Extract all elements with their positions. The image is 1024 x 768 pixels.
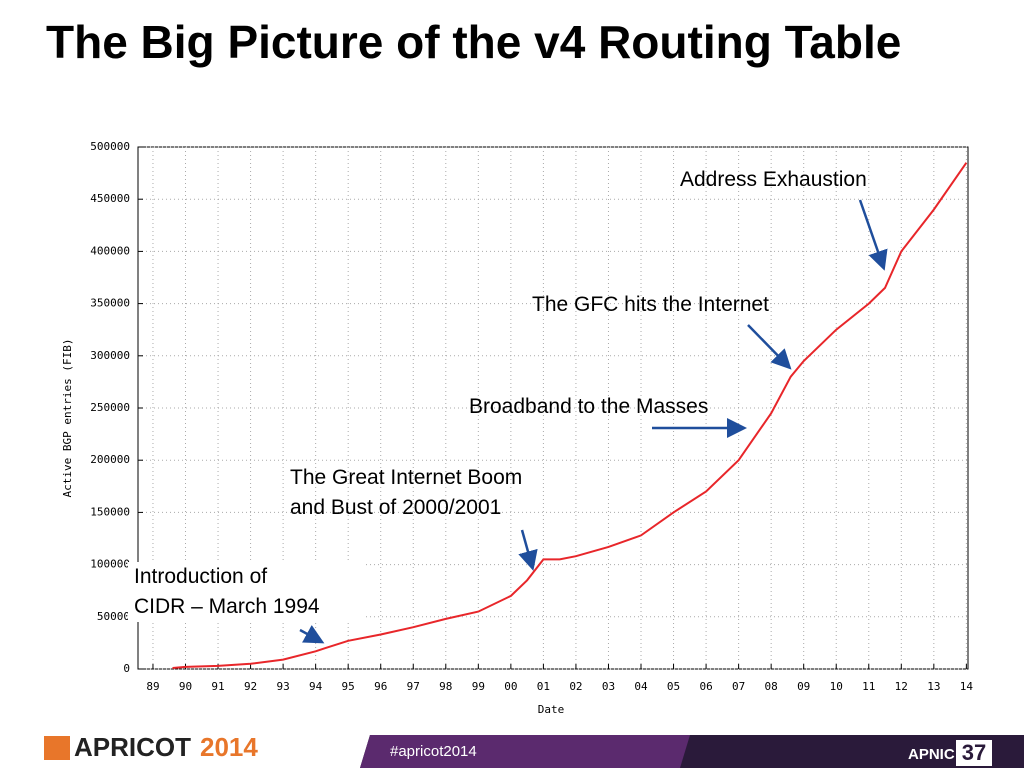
- y-tick-label: 300000: [90, 349, 130, 362]
- slide-title: The Big Picture of the v4 Routing Table: [46, 16, 902, 68]
- annotation: The GFC hits the Internet: [532, 293, 769, 316]
- x-axis-label: Date: [538, 703, 565, 716]
- x-tick-label: 02: [569, 680, 582, 693]
- logo-year: 2014: [200, 732, 258, 762]
- hashtag: #apricot2014: [390, 743, 477, 760]
- y-tick-label: 50000: [97, 610, 130, 623]
- x-tick-label: 01: [537, 680, 550, 693]
- x-tick-label: 03: [602, 680, 615, 693]
- y-tick-label: 0: [123, 662, 130, 675]
- x-tick-label: 91: [211, 680, 224, 693]
- x-tick-label: 98: [439, 680, 452, 693]
- x-tick-label: 04: [634, 680, 648, 693]
- x-tick-label: 07: [732, 680, 745, 693]
- y-axis-label: Active BGP entries (FIB): [61, 339, 74, 498]
- x-tick-label: 10: [830, 680, 843, 693]
- logo-text: APRICOT: [74, 732, 191, 762]
- x-tick-label: 97: [407, 680, 420, 693]
- annotation: Address Exhaustion: [680, 168, 867, 191]
- annotation: Broadband to the Masses: [469, 395, 709, 418]
- x-tick-label: 14: [960, 680, 974, 693]
- org-name: APNIC: [908, 746, 955, 763]
- x-tick-label: 00: [504, 680, 517, 693]
- x-tick-label: 05: [667, 680, 680, 693]
- annotation: Introduction of CIDR – March 1994: [128, 562, 366, 622]
- data-line: [172, 162, 968, 669]
- annotation: The Great Internet Boom and Bust of 2000…: [290, 466, 523, 519]
- footer-band: [360, 735, 690, 768]
- org-number: 37: [962, 740, 986, 765]
- x-tick-label: 12: [895, 680, 908, 693]
- y-tick-label: 150000: [90, 505, 130, 518]
- x-tick-label: 13: [927, 680, 940, 693]
- y-tick-label: 350000: [90, 297, 130, 310]
- x-tick-label: 09: [797, 680, 810, 693]
- y-tick-label: 500000: [90, 140, 130, 153]
- y-tick-label: 100000: [90, 558, 130, 571]
- x-tick-label: 99: [472, 680, 485, 693]
- y-tick-label: 250000: [90, 401, 130, 414]
- y-tick-label: 200000: [90, 453, 130, 466]
- x-tick-label: 94: [309, 680, 323, 693]
- footer: APRICOT 2014 #apricot2014 APNIC 37: [44, 732, 1024, 768]
- logo-icon: [44, 736, 70, 760]
- org-number-box: [956, 740, 992, 766]
- x-tick-label: 89: [146, 680, 159, 693]
- x-tick-label: 90: [179, 680, 192, 693]
- y-tick-label: 450000: [90, 192, 130, 205]
- x-tick-label: 92: [244, 680, 257, 693]
- x-tick-label: 95: [342, 680, 355, 693]
- y-tick-label: 400000: [90, 244, 130, 257]
- x-tick-label: 06: [699, 680, 712, 693]
- x-tick-label: 93: [276, 680, 289, 693]
- x-tick-label: 11: [862, 680, 875, 693]
- x-tick-label: 96: [374, 680, 387, 693]
- x-tick-label: 08: [765, 680, 778, 693]
